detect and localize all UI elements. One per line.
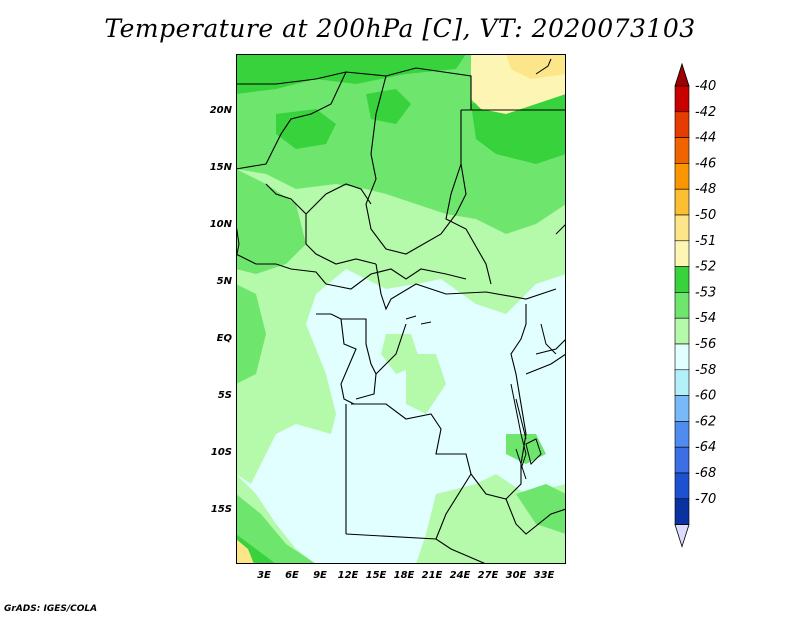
colorbar-swatch: [674, 421, 690, 448]
colorbar-label: -56: [695, 337, 716, 352]
colorbar-swatch: [674, 163, 690, 190]
colorbar-swatch: [674, 343, 690, 371]
colorbar-swatch: [674, 188, 690, 216]
colorbar-swatch: [674, 214, 690, 242]
colorbar-swatch: [674, 111, 690, 138]
lat-tick-label: 10S: [211, 447, 232, 458]
colorbar-swatch: [674, 369, 690, 396]
lon-tick-label: 18E: [394, 570, 415, 581]
lat-tick-label: 15S: [211, 504, 232, 515]
colorbar-label: -42: [695, 105, 716, 120]
colorbar-label: -40: [695, 79, 716, 94]
colorbar-label: -48: [695, 182, 716, 197]
colorbar-label: -60: [695, 389, 716, 404]
temperature-map: [236, 54, 566, 564]
colorbar-label: -70: [695, 492, 716, 507]
colorbar-swatch: [674, 292, 690, 319]
colorbar-swatch: [674, 498, 690, 525]
lat-tick-label: 15N: [210, 162, 233, 173]
colorbar-legend: -40 -42 -44 -46 -48 -50 -51 -52 -53 -54 -56 -58 -60 -…: [674, 62, 716, 548]
colorbar-label: -53: [695, 285, 716, 300]
colorbar-label: -46: [695, 156, 716, 171]
colorbar-swatch: [674, 472, 690, 500]
colorbar-label: -50: [695, 208, 716, 223]
lon-tick-label: 6E: [285, 570, 299, 581]
longitude-axis: 3E 6E 9E 12E 15E 18E 21E 24E 27E 30E 33E: [257, 570, 555, 581]
lat-tick-label: 10N: [210, 219, 233, 230]
lon-tick-label: 3E: [257, 570, 271, 581]
colorbar-swatch: [674, 266, 690, 293]
lat-tick-label: EQ: [217, 333, 233, 344]
lon-tick-label: 24E: [450, 570, 471, 581]
colorbar-label: -44: [695, 131, 716, 146]
lat-tick-label: 5S: [218, 390, 232, 401]
colorbar-label: -54: [695, 311, 716, 326]
lon-tick-label: 27E: [478, 570, 499, 581]
colorbar-label: -64: [695, 440, 716, 455]
latitude-axis: 20N 15N 10N 5N EQ 5S 10S 15S: [210, 105, 233, 515]
colorbar-swatch: [674, 85, 690, 113]
lon-tick-label: 9E: [313, 570, 327, 581]
lon-tick-label: 15E: [366, 570, 387, 581]
lat-tick-label: 20N: [210, 105, 233, 116]
lon-tick-label: 30E: [506, 570, 527, 581]
colorbar-label: -51: [695, 234, 716, 249]
credit-text: GrADS: IGES/COLA: [4, 604, 98, 614]
colorbar-swatch: [674, 317, 690, 345]
colorbar-swatch: [674, 240, 690, 267]
colorbar-label: -52: [695, 260, 716, 275]
colorbar-top-arrow: [674, 62, 690, 87]
lon-tick-label: 21E: [422, 570, 443, 581]
colorbar-swatch: [674, 446, 690, 474]
lon-tick-label: 33E: [534, 570, 555, 581]
colorbar-label: -62: [695, 414, 716, 429]
map-title: Temperature at 200hPa [C], VT: 202007310…: [104, 14, 696, 43]
lat-tick-label: 5N: [217, 276, 233, 287]
colorbar-label: -68: [695, 466, 716, 481]
lon-tick-label: 12E: [338, 570, 359, 581]
colorbar-swatch: [674, 137, 690, 164]
colorbar-bottom-arrow: [674, 524, 690, 548]
colorbar-swatch: [674, 395, 690, 422]
colorbar-label: -58: [695, 363, 716, 378]
